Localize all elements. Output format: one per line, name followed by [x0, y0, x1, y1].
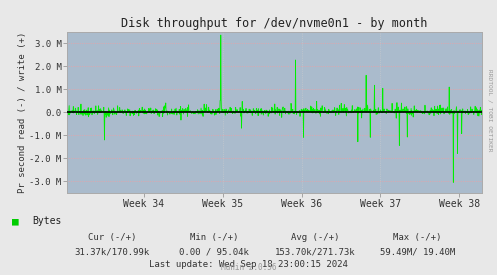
Title: Disk throughput for /dev/nvme0n1 - by month: Disk throughput for /dev/nvme0n1 - by mo…	[121, 17, 428, 31]
Y-axis label: Pr second read (-) / write (+): Pr second read (-) / write (+)	[17, 31, 26, 193]
Text: Bytes: Bytes	[32, 216, 62, 226]
Text: Min (-/+): Min (-/+)	[189, 233, 238, 242]
Text: Last update: Wed Sep 18 23:00:15 2024: Last update: Wed Sep 18 23:00:15 2024	[149, 260, 348, 269]
Text: Cur (-/+): Cur (-/+)	[87, 233, 136, 242]
Text: Avg (-/+): Avg (-/+)	[291, 233, 340, 242]
Text: RRDTOOL / TOBI OETIKER: RRDTOOL / TOBI OETIKER	[487, 69, 492, 151]
Text: 31.37k/170.99k: 31.37k/170.99k	[74, 248, 150, 257]
Text: ■: ■	[12, 216, 19, 226]
Text: Munin 2.0.56: Munin 2.0.56	[221, 263, 276, 272]
Text: 153.70k/271.73k: 153.70k/271.73k	[275, 248, 356, 257]
Text: 0.00 / 95.04k: 0.00 / 95.04k	[179, 248, 248, 257]
Text: Max (-/+): Max (-/+)	[393, 233, 442, 242]
Text: 59.49M/ 19.40M: 59.49M/ 19.40M	[380, 248, 455, 257]
